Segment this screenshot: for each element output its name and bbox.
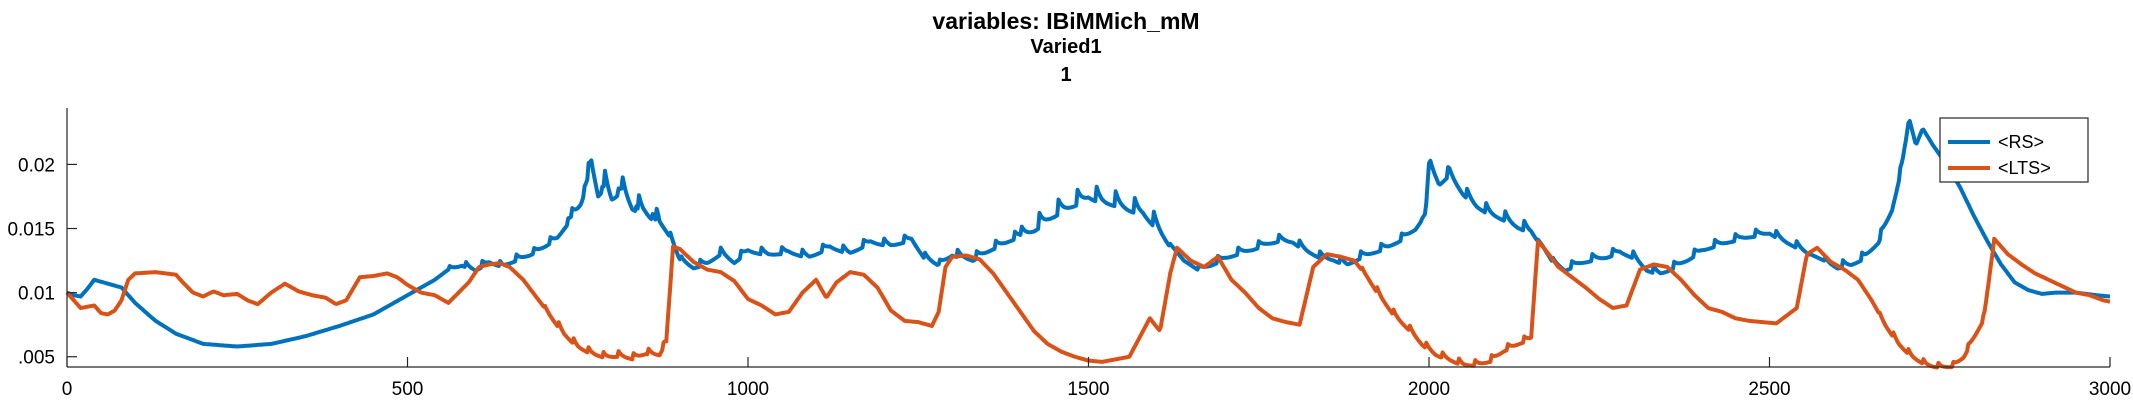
y-tick-label: 0.02 — [18, 155, 55, 176]
chart-subtitle-2: 1 — [1060, 64, 1071, 86]
y-axis-ticks: .005 0.01 0.015 0.02 — [7, 155, 77, 369]
legend-label-lts: <LTS> — [1998, 158, 2051, 178]
x-tick-label: 2000 — [1408, 379, 1450, 400]
chart-title: variables: IBiMMich_mM — [932, 8, 1199, 34]
y-tick-label: .005 — [18, 348, 55, 369]
chart-subtitle-1: Varied1 — [1030, 36, 1101, 58]
series-line-rs — [66, 119, 2111, 349]
x-tick-label: 1000 — [727, 379, 769, 400]
y-tick-label: 0.01 — [18, 284, 55, 305]
x-tick-label: 3000 — [2089, 379, 2131, 400]
y-tick-label: 0.015 — [7, 220, 55, 241]
x-tick-label: 0 — [62, 379, 73, 400]
x-axis-ticks: 0 500 1000 1500 2000 2500 3000 — [62, 357, 2131, 400]
x-tick-label: 2500 — [1748, 379, 1790, 400]
legend-box — [1939, 117, 2089, 183]
legend-label-rs: <RS> — [1998, 132, 2044, 152]
legend: <RS> <LTS> — [1939, 117, 2089, 183]
x-tick-label: 500 — [392, 379, 424, 400]
x-tick-label: 1500 — [1067, 379, 1109, 400]
